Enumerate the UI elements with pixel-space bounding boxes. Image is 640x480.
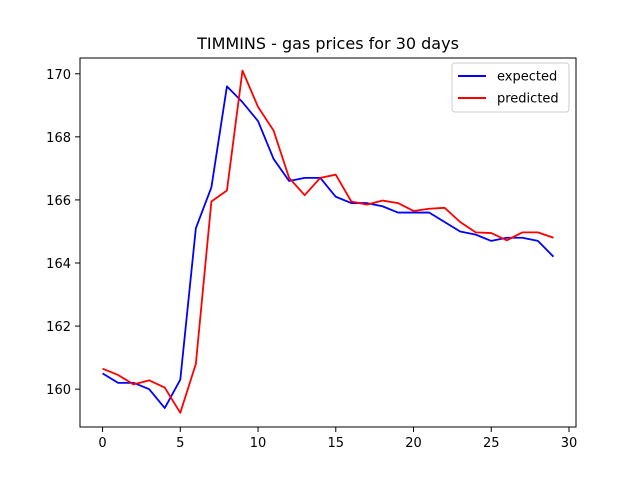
x-tick-label: 5 — [176, 436, 184, 451]
series-layer — [102, 69, 555, 414]
y-tick-label: 166 — [46, 194, 71, 209]
plot-frame — [79, 57, 577, 428]
ticks-layer: 0 5 10 15 20 25 30 160 162 164 166 168 170 — [46, 68, 577, 451]
x-tick-label: 30 — [561, 436, 578, 451]
x-tick-label: 20 — [405, 436, 422, 451]
y-tick-label: 162 — [46, 320, 71, 335]
x-tick-label: 10 — [250, 436, 267, 451]
legend-label-predicted: predicted — [497, 92, 559, 107]
legend: expected predicted — [451, 62, 570, 113]
y-tick-label: 160 — [46, 383, 71, 398]
legend-label-expected: expected — [497, 70, 557, 85]
x-tick-label: 0 — [98, 436, 106, 451]
series-line-predicted — [102, 69, 554, 414]
series-line-expected — [102, 85, 555, 409]
chart-title: TIMMINS - gas prices for 30 days — [196, 34, 459, 53]
x-tick-label: 25 — [483, 436, 500, 451]
y-tick-label: 170 — [46, 68, 71, 83]
y-tick-label: 164 — [46, 257, 71, 272]
y-tick-label: 168 — [46, 131, 71, 146]
x-tick-label: 15 — [328, 436, 345, 451]
